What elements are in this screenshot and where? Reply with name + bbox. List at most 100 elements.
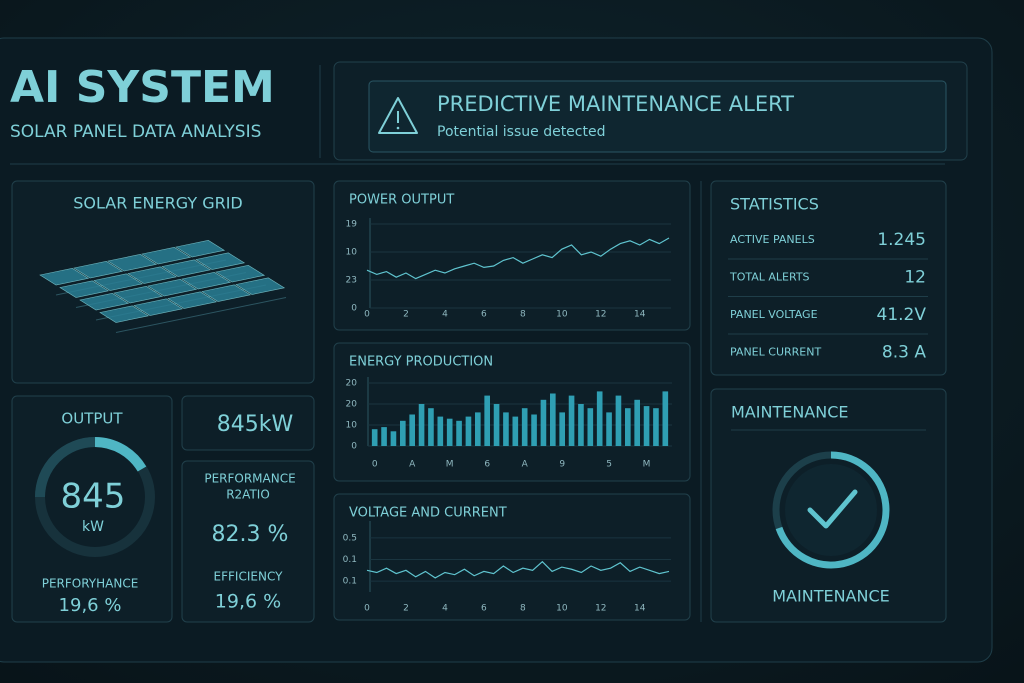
x-tick-label: 14 bbox=[634, 310, 646, 320]
bar bbox=[596, 391, 603, 446]
y-tick-label: 0 bbox=[351, 304, 357, 314]
app-subtitle: SOLAR PANEL DATA ANALYSIS bbox=[10, 122, 261, 142]
y-tick-label: 20 bbox=[346, 400, 358, 410]
chart-title: POWER OUTPUT bbox=[349, 193, 454, 208]
y-tick-label: 10 bbox=[346, 248, 358, 258]
ratio-value: 82.3 % bbox=[212, 522, 289, 547]
performance-panel bbox=[181, 460, 315, 623]
bar bbox=[390, 431, 397, 446]
y-tick-label: 10 bbox=[346, 421, 358, 431]
x-tick-label: 8 bbox=[520, 604, 526, 614]
bar bbox=[475, 412, 481, 446]
bar bbox=[418, 404, 425, 446]
x-tick-label: 4 bbox=[442, 310, 448, 320]
solar-panel bbox=[167, 291, 218, 309]
bar bbox=[606, 412, 612, 446]
bar bbox=[456, 420, 462, 446]
x-tick-label: M bbox=[643, 460, 651, 470]
stat-value: 41.2V bbox=[877, 305, 927, 325]
bar bbox=[662, 391, 669, 446]
performance-label: PERFORYHANCE bbox=[42, 577, 139, 591]
x-tick-label: 6 bbox=[481, 604, 487, 614]
stat-value: 1.245 bbox=[877, 230, 926, 250]
bar bbox=[625, 408, 631, 446]
statistics-panel bbox=[710, 180, 947, 376]
solar-illustration bbox=[39, 240, 287, 333]
chart-title: VOLTAGE AND CURRENT bbox=[349, 506, 507, 521]
bar bbox=[559, 412, 565, 446]
maintenance-label: MAINTENANCE bbox=[772, 587, 889, 606]
bar bbox=[531, 414, 537, 446]
y-tick-label: 20 bbox=[346, 379, 358, 389]
x-tick-label: 4 bbox=[442, 604, 448, 614]
chart-panel bbox=[333, 493, 691, 621]
grid-title: SOLAR ENERGY GRID bbox=[73, 194, 243, 213]
solar-panel bbox=[113, 286, 164, 304]
output-unit: kW bbox=[82, 519, 104, 535]
bar bbox=[465, 416, 472, 446]
output-value: 845 bbox=[61, 477, 126, 517]
bar bbox=[503, 412, 509, 446]
solar-panel bbox=[93, 273, 144, 291]
x-tick-label: 8 bbox=[520, 310, 526, 320]
solar-panel bbox=[99, 305, 150, 323]
x-tick-label: 2 bbox=[403, 604, 409, 614]
solar-panel bbox=[147, 279, 198, 297]
solar-panel bbox=[133, 298, 184, 316]
solar-panel bbox=[141, 247, 192, 265]
solar-panel bbox=[161, 259, 212, 277]
bar bbox=[437, 416, 444, 446]
solar-panel bbox=[175, 240, 226, 258]
grid-panel bbox=[11, 180, 315, 384]
alert-title: PREDICTIVE MAINTENANCE ALERT bbox=[437, 92, 794, 116]
bar bbox=[587, 408, 594, 446]
solar-panel bbox=[181, 272, 232, 290]
bar bbox=[484, 395, 490, 446]
panel-rack bbox=[115, 297, 287, 333]
x-tick-label: 12 bbox=[595, 604, 606, 614]
ratio-label: PERFORMANCE bbox=[204, 472, 295, 486]
y-tick-label: 0.5 bbox=[343, 533, 357, 543]
solar-panel bbox=[195, 252, 246, 270]
line-series bbox=[366, 237, 670, 280]
bar bbox=[615, 395, 622, 446]
alert-icon bbox=[378, 97, 418, 134]
bar bbox=[643, 406, 650, 446]
bar bbox=[409, 414, 415, 446]
status-ring bbox=[775, 451, 890, 569]
x-tick-label: 0 bbox=[364, 310, 370, 320]
solar-panel bbox=[235, 277, 286, 295]
alert-box[interactable] bbox=[368, 80, 947, 153]
gauge-arc bbox=[35, 437, 96, 498]
gauge-arc bbox=[94, 437, 147, 472]
solar-panel bbox=[215, 265, 266, 283]
bar bbox=[568, 395, 575, 446]
bar bbox=[653, 408, 659, 446]
line-series bbox=[366, 560, 670, 579]
x-tick-label: 0 bbox=[372, 460, 378, 470]
bar bbox=[521, 408, 528, 446]
power-value: 845kW bbox=[217, 412, 294, 437]
bar bbox=[371, 429, 378, 446]
app-title: AI SYSTEM bbox=[10, 62, 275, 113]
chart-panel bbox=[333, 180, 691, 331]
bar bbox=[550, 393, 556, 446]
solar-panel bbox=[201, 284, 252, 302]
bar bbox=[400, 420, 406, 446]
solar-panel bbox=[59, 280, 110, 298]
solar-panel bbox=[107, 254, 158, 272]
x-tick-label: 12 bbox=[595, 310, 606, 320]
bar bbox=[540, 399, 547, 446]
x-tick-label: 10 bbox=[556, 310, 568, 320]
maintenance-title: MAINTENANCE bbox=[731, 403, 848, 422]
y-tick-label: 0.1 bbox=[343, 577, 357, 587]
y-tick-label: 0 bbox=[351, 442, 357, 452]
x-tick-label: 10 bbox=[556, 604, 568, 614]
x-tick-label: 9 bbox=[559, 460, 565, 470]
stat-label: PANEL VOLTAGE bbox=[730, 308, 818, 321]
stat-label: ACTIVE PANELS bbox=[730, 233, 815, 246]
efficiency-label: EFFICIENCY bbox=[214, 570, 284, 584]
statistics-title: STATISTICS bbox=[730, 195, 819, 214]
x-tick-label: 6 bbox=[484, 460, 490, 470]
